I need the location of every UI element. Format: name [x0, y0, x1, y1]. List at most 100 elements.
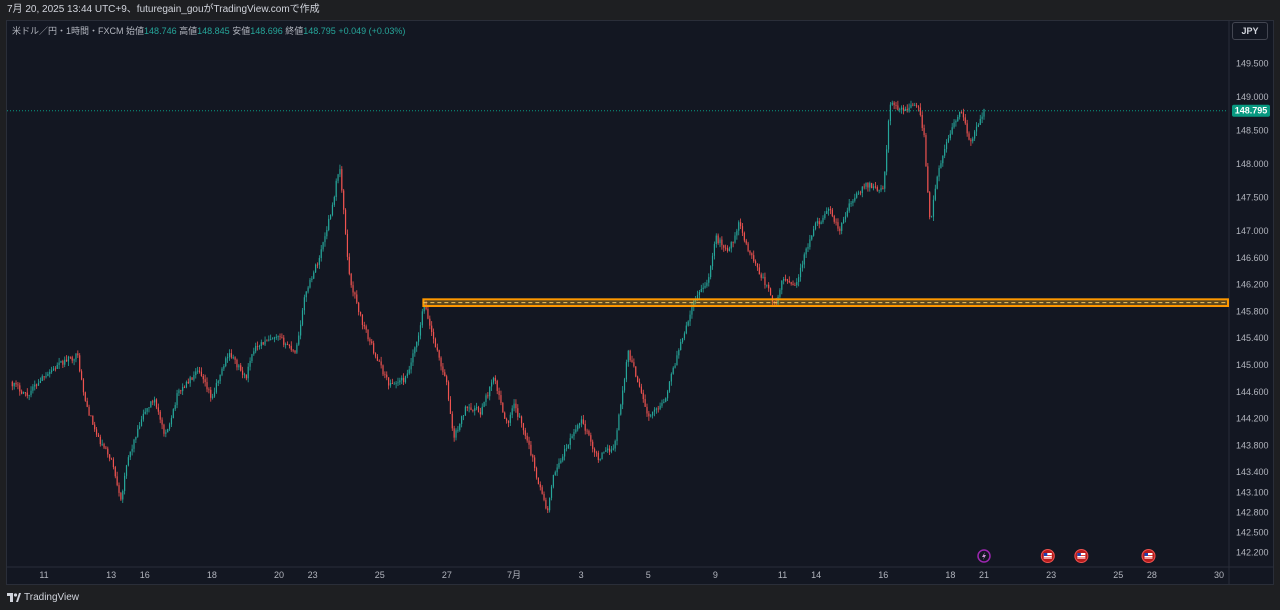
x-tick-label: 14 [811, 570, 821, 580]
x-tick-label: 25 [1113, 570, 1123, 580]
candle-up [842, 219, 845, 224]
candle-down [403, 377, 405, 383]
candle-down [382, 365, 384, 375]
candle-up [45, 376, 47, 378]
candle-down [288, 344, 290, 346]
x-tick-label: 5 [646, 570, 651, 580]
candle-down [95, 429, 98, 435]
candle-up [689, 314, 691, 322]
candle-down [608, 448, 611, 452]
candle-up [13, 382, 15, 387]
candle-down [638, 382, 641, 387]
candle-down [157, 407, 159, 412]
flag-stripe [1077, 555, 1086, 556]
candle-down [593, 448, 596, 453]
candle-down [835, 221, 837, 223]
y-tick-label: 148.500 [1236, 125, 1269, 135]
candle-up [28, 395, 30, 396]
candle-up [227, 357, 229, 359]
candle-up [696, 294, 699, 300]
candle-down [919, 107, 921, 116]
candle-down [960, 111, 963, 113]
candle-up [550, 486, 553, 498]
candle-down [640, 386, 642, 393]
candle-up [947, 138, 950, 142]
candle-down [590, 435, 592, 442]
snapshot-caption: 7月 20, 2025 13:44 UTC+9、futuregain_gouがT… [7, 4, 320, 15]
candle-up [170, 418, 173, 425]
candle-down [751, 253, 753, 256]
candle-up [393, 383, 395, 385]
candle-up [329, 214, 332, 219]
candle-down [198, 370, 201, 372]
candle-down [446, 376, 448, 383]
candle-up [715, 235, 717, 245]
candle-down [740, 222, 742, 227]
candle-down [152, 401, 154, 403]
candle-up [668, 381, 671, 392]
candle-down [230, 353, 232, 358]
candle-down [520, 416, 523, 424]
candle-up [461, 416, 463, 424]
candle-up [223, 366, 225, 369]
candle-down [369, 339, 371, 342]
candle-down [187, 381, 189, 384]
legend-symbol[interactable]: 米ドル／円・1時間・FXCM [12, 26, 124, 36]
candle-down [21, 391, 23, 394]
candle-down [768, 284, 770, 289]
candle-up [940, 163, 942, 168]
candle-up [672, 367, 674, 374]
candle-down [747, 243, 749, 251]
candle-up [687, 321, 689, 326]
candle-up [140, 419, 143, 427]
candle-down [642, 392, 644, 399]
candle-up [476, 407, 478, 409]
candle-down [361, 314, 364, 325]
candle-up [698, 292, 701, 295]
legend-close-label: 終値 [285, 26, 304, 36]
candle-up [172, 409, 174, 419]
candle-down [648, 413, 650, 417]
candle-down [352, 285, 354, 293]
candle-up [490, 382, 493, 387]
candle-up [828, 208, 830, 211]
candle-up [814, 223, 817, 230]
candle-up [676, 355, 678, 366]
candle-up [708, 277, 710, 283]
candle-up [389, 383, 392, 386]
candle-down [84, 392, 86, 401]
candle-up [953, 122, 955, 128]
candle-up [328, 218, 330, 231]
candle-up [620, 404, 622, 415]
candle-up [509, 414, 511, 423]
candle-down [88, 406, 90, 416]
candle-up [49, 371, 51, 374]
candle-down [240, 365, 242, 371]
candle-down [202, 375, 204, 380]
candle-down [867, 182, 869, 188]
candle-up [558, 462, 560, 468]
candle-up [251, 354, 253, 361]
candle-down [964, 117, 966, 124]
candle-up [625, 362, 627, 380]
candle-up [811, 235, 813, 240]
candle-up [37, 382, 40, 386]
candle-up [650, 415, 652, 417]
x-tick-label: 28 [1147, 570, 1157, 580]
candle-up [34, 384, 36, 387]
candle-up [706, 282, 708, 286]
candle-down [191, 377, 193, 380]
candle-down [921, 115, 923, 128]
candle-down [110, 458, 113, 460]
candle-up [30, 390, 32, 396]
candle-up [273, 337, 276, 339]
currency-button[interactable]: JPY [1232, 22, 1268, 40]
candle-down [477, 407, 480, 413]
candle-down [633, 362, 635, 367]
flag-canton [1043, 553, 1048, 556]
candle-down [786, 279, 789, 281]
candle-up [178, 390, 180, 394]
x-tick-label: 30 [1214, 570, 1224, 580]
candle-up [412, 353, 414, 363]
